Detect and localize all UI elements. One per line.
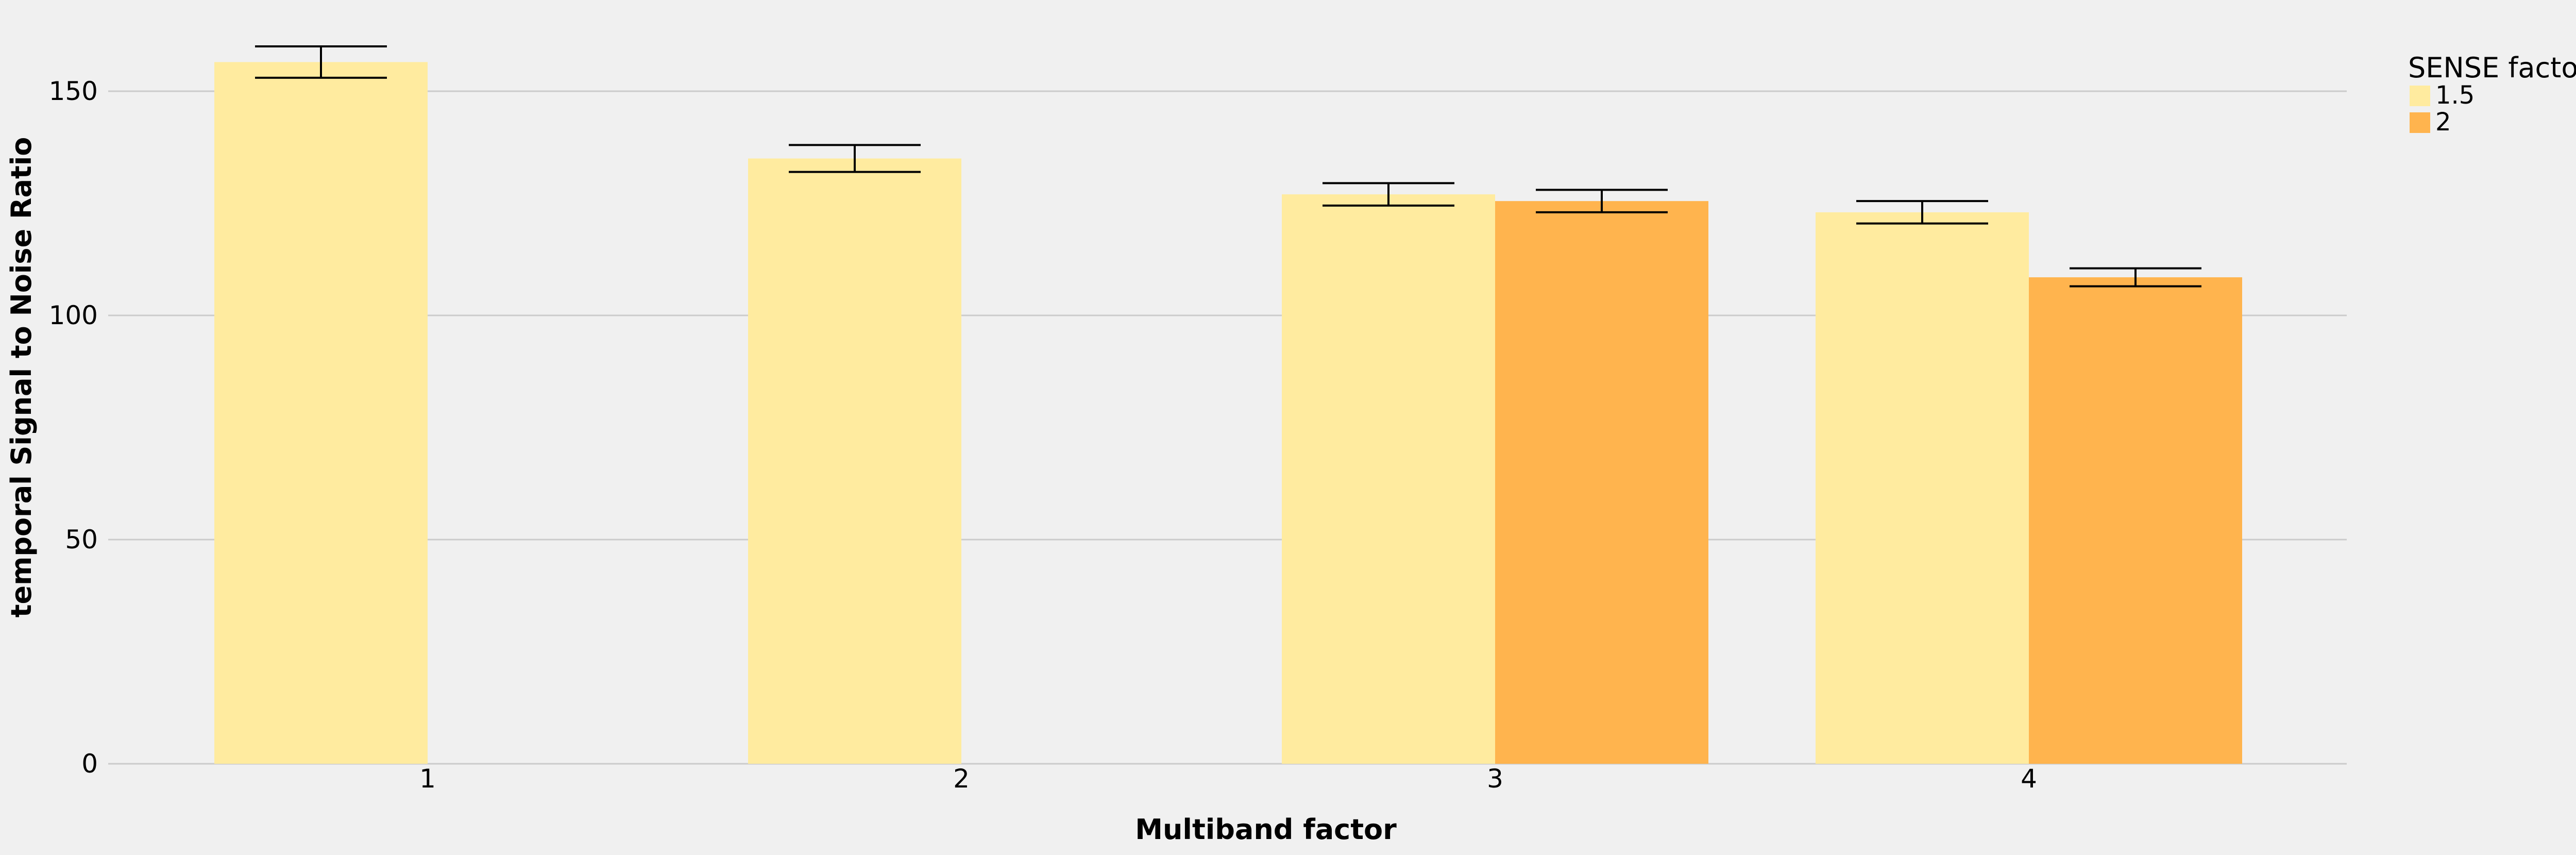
bar-sense-1-5-mb-4 (1816, 212, 2029, 764)
legend-swatch-1-5 (2410, 86, 2430, 106)
bar-sense-1-5-mb-2 (748, 158, 961, 764)
x-tick-label-4: 4 (2021, 764, 2037, 794)
y-tick-labels: 0 50 100 150 (49, 76, 98, 779)
bars (214, 62, 2242, 764)
legend-label-2: 2 (2435, 108, 2451, 137)
error-bar-sense-1-5-mb-2 (789, 144, 921, 173)
error-bars (255, 45, 2201, 288)
error-bar-sense-2-mb-3 (1536, 189, 1668, 213)
bar-sense-1-5-mb-1 (214, 62, 428, 764)
x-tick-label-1: 1 (419, 764, 436, 794)
error-bar-sense-1-5-mb-4 (1856, 200, 1988, 225)
error-bar-sense-1-5-mb-1 (255, 45, 387, 79)
x-axis-title: Multiband factor (1135, 813, 1397, 846)
y-axis-title: temporal Signal to Noise Ratio (5, 137, 38, 618)
legend-title: SENSE factor (2408, 52, 2576, 84)
x-tick-label-3: 3 (1487, 764, 1503, 794)
y-tick-label-0: 0 (81, 749, 98, 779)
bar-sense-2-mb-4 (2029, 277, 2242, 764)
legend: SENSE factor 1.5 2 (2408, 52, 2576, 137)
error-bar-sense-1-5-mb-3 (1323, 182, 1454, 207)
legend-swatch-2 (2410, 112, 2430, 133)
y-tick-label-150: 150 (49, 76, 98, 106)
bar-sense-2-mb-3 (1495, 201, 1708, 764)
x-tick-label-2: 2 (953, 764, 970, 794)
error-bar-sense-2-mb-4 (2070, 267, 2201, 288)
legend-label-1-5: 1.5 (2435, 81, 2475, 110)
bar-sense-1-5-mb-3 (1282, 194, 1495, 764)
x-tick-labels: 1 2 3 4 (419, 764, 2037, 794)
y-tick-label-50: 50 (65, 525, 98, 555)
y-tick-label-100: 100 (49, 300, 98, 330)
